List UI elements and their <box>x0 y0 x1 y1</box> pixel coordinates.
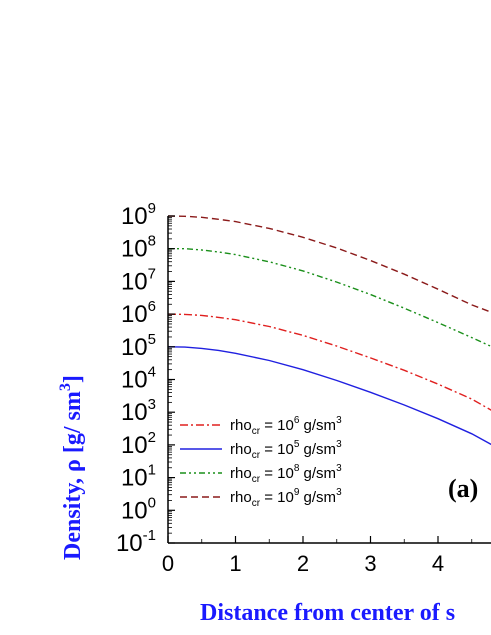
svg-text:Density, ρ [g/ sm3]: Density, ρ [g/ sm3] <box>57 375 86 560</box>
legend-label-3: rhocr = 108 g/sm3 <box>230 463 342 485</box>
panel-label: (a) <box>448 474 478 503</box>
series-line-3 <box>168 248 491 348</box>
y-axis-title-main: Density, ρ [g/ sm <box>60 391 86 560</box>
y-tick-label: 102 <box>121 429 156 459</box>
legend-label-2: rhocr = 105 g/sm3 <box>230 439 342 461</box>
y-tick-label: 106 <box>121 298 156 328</box>
x-tick-label: 0 <box>162 551 174 576</box>
y-axis-title: Density, ρ [g/ sm3] <box>57 375 86 560</box>
y-tick-label: 104 <box>121 364 156 394</box>
y-tick-label: 103 <box>121 396 156 426</box>
x-tick-label: 4 <box>432 551 444 576</box>
x-tick-label: 2 <box>297 551 309 576</box>
y-tick-label: 105 <box>121 331 156 361</box>
series-line-2 <box>167 346 491 446</box>
y-tick-label: 107 <box>121 265 156 295</box>
y-axis-title-sup: 3 <box>57 383 74 391</box>
series-line-1 <box>167 313 491 411</box>
y-axis-title-close: ] <box>60 375 86 383</box>
y-tick-label: 108 <box>121 233 156 263</box>
legend-label-1: rhocr = 106 g/sm3 <box>230 415 342 437</box>
legend-label-4: rhocr = 109 g/sm3 <box>230 487 342 509</box>
x-tick-label: 1 <box>229 551 241 576</box>
x-tick-label: 3 <box>364 551 376 576</box>
series-line-4 <box>167 215 491 313</box>
x-axis-title: Distance from center of s <box>200 600 455 626</box>
y-tick-label: 10-1 <box>116 527 156 557</box>
y-tick-label: 109 <box>121 200 156 230</box>
y-tick-label: 101 <box>121 462 156 492</box>
series-layer <box>167 215 491 446</box>
y-tick-label: 100 <box>121 494 156 524</box>
